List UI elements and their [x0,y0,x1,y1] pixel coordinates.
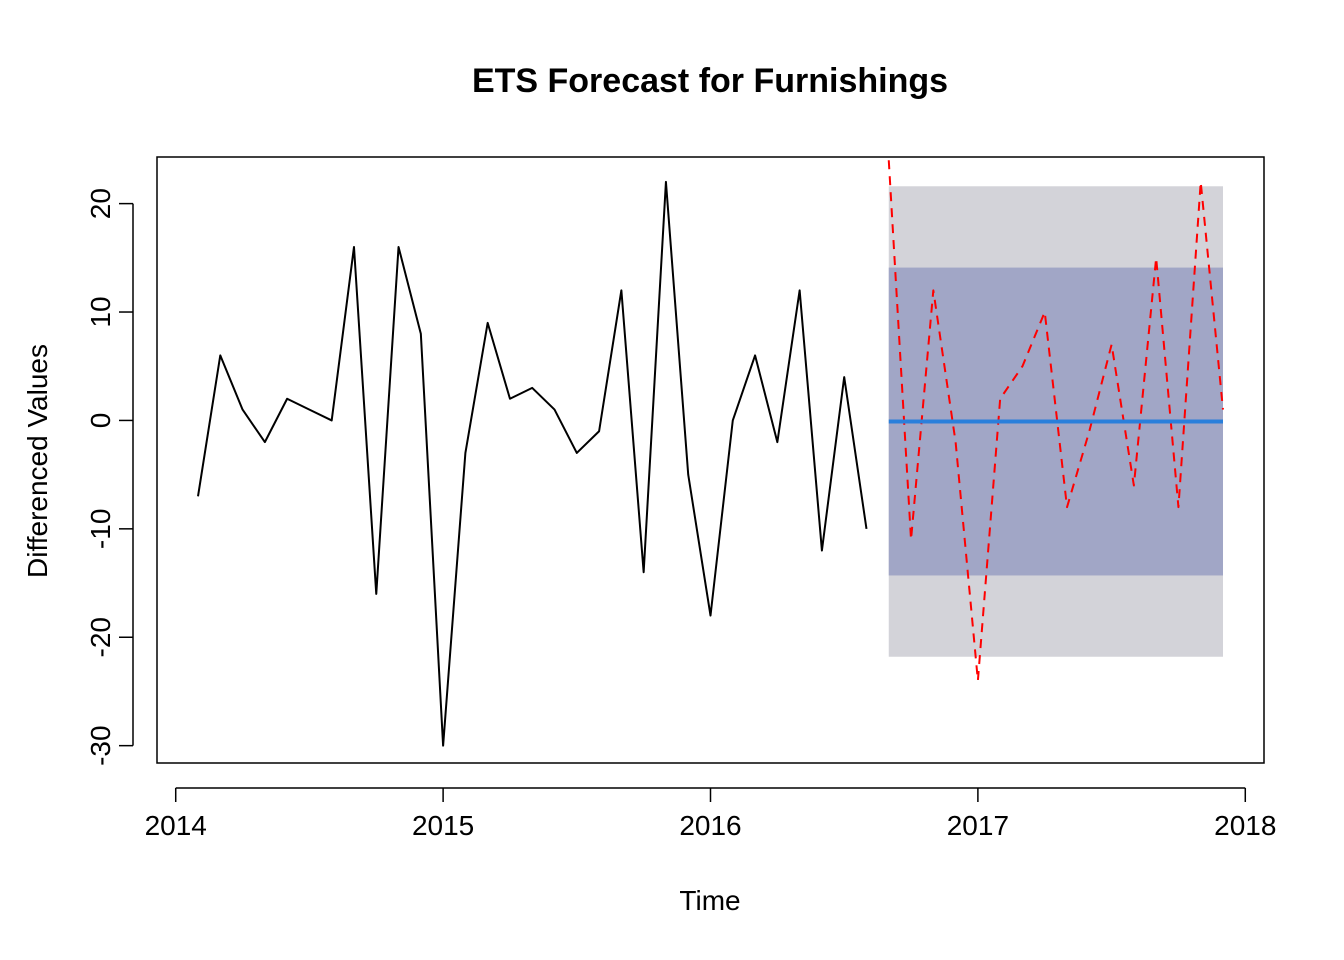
y-tick-label: -30 [85,725,116,765]
actual-series-line [887,160,1224,682]
x-tick-label: 2015 [412,810,474,841]
x-tick-label: 2016 [679,810,741,841]
y-tick-label: -10 [85,509,116,549]
x-tick-label: 2017 [947,810,1009,841]
chart-title: ETS Forecast for Furnishings [472,62,948,100]
plot-frame [156,156,1265,764]
y-tick-label: -20 [85,617,116,657]
x-axis: 2014 2015 2016 2017 2018 [145,787,1276,841]
x-tick-label: 2018 [1214,810,1276,841]
y-tick-label: 20 [85,188,116,219]
x-axis-label: Time [679,885,740,916]
x-tick-label: 2014 [145,810,207,841]
y-axis-label: Differenced Values [22,344,53,578]
observed-series-line [197,180,868,747]
y-axis: -30 -20 -10 0 10 20 [85,188,134,766]
y-tick-label: 0 [85,413,116,429]
series-lines [197,160,1224,747]
y-tick-label: 10 [85,296,116,327]
